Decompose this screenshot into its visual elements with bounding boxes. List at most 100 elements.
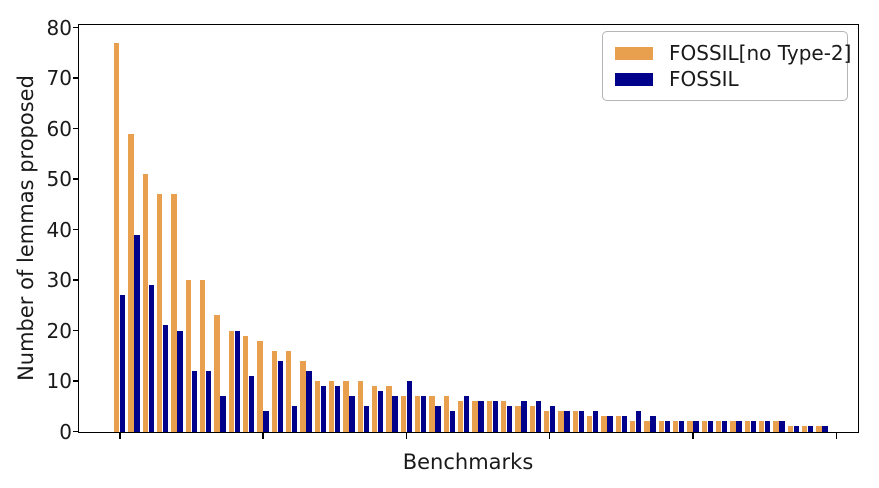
bar-fossil-no-type2-48 bbox=[801, 426, 808, 432]
bar-fossil-no-type2-45 bbox=[758, 421, 765, 432]
legend-label-0: FOSSIL[no Type-2] bbox=[669, 41, 852, 65]
bar-fossil-no-type2-37 bbox=[644, 421, 650, 432]
y-tick-mark bbox=[72, 380, 78, 382]
y-tick-label: 30 bbox=[46, 268, 72, 292]
bar-fossil-35 bbox=[621, 416, 627, 432]
bar-fossil-12 bbox=[292, 406, 298, 432]
bar-fossil-no-type2-4 bbox=[171, 194, 177, 432]
bar-fossil-0 bbox=[120, 295, 126, 432]
bar-fossil-47 bbox=[793, 426, 799, 432]
bar-fossil-4 bbox=[177, 330, 183, 432]
bar-fossil-no-type2-9 bbox=[243, 335, 249, 432]
bar-fossil-no-type2-38 bbox=[658, 421, 664, 432]
bar-fossil-no-type2-19 bbox=[386, 386, 392, 432]
bar-fossil-31 bbox=[564, 411, 570, 432]
bar-fossil-40 bbox=[693, 421, 699, 432]
bar-fossil-no-type2-43 bbox=[730, 421, 736, 432]
legend-entry-fossil-no-type2: FOSSIL[no Type-2] bbox=[615, 40, 851, 66]
bar-fossil-16 bbox=[349, 396, 355, 432]
bar-fossil-no-type2-18 bbox=[371, 386, 378, 432]
bar-fossil-no-type2-41 bbox=[701, 421, 707, 432]
bar-fossil-no-type2-2 bbox=[142, 173, 149, 432]
bar-fossil-no-type2-21 bbox=[414, 396, 421, 432]
bar-fossil-no-type2-30 bbox=[543, 411, 550, 432]
bar-fossil-5 bbox=[191, 370, 198, 432]
bar-fossil-no-type2-5 bbox=[185, 280, 192, 432]
bar-fossil-no-type2-34 bbox=[601, 416, 607, 432]
bar-fossil-no-type2-39 bbox=[672, 421, 679, 432]
bar-fossil-23 bbox=[449, 411, 456, 432]
bar-fossil-no-type2-12 bbox=[286, 350, 292, 432]
bar-fossil-6 bbox=[206, 370, 212, 432]
bar-fossil-34 bbox=[607, 416, 613, 432]
y-tick-mark bbox=[72, 228, 78, 231]
bar-fossil-no-type2-3 bbox=[157, 194, 163, 432]
y-tick-label: 80 bbox=[46, 15, 72, 40]
bar-fossil-22 bbox=[435, 406, 441, 432]
bar-fossil-24 bbox=[463, 396, 470, 432]
bar-fossil-no-type2-46 bbox=[773, 421, 779, 432]
bar-fossil-no-type2-13 bbox=[300, 360, 306, 432]
bar-fossil-no-type2-17 bbox=[357, 381, 364, 432]
y-tick-mark bbox=[72, 26, 78, 29]
bar-fossil-21 bbox=[420, 396, 427, 432]
bar-fossil-no-type2-42 bbox=[715, 421, 722, 432]
bar-fossil-no-type2-49 bbox=[816, 426, 822, 432]
bar-fossil-no-type2-40 bbox=[687, 421, 693, 432]
bar-fossil-13 bbox=[306, 370, 312, 432]
bar-fossil-36 bbox=[635, 411, 642, 432]
legend-entry-fossil: FOSSIL bbox=[615, 66, 835, 92]
bar-fossil-28 bbox=[521, 401, 527, 432]
bar-fossil-44 bbox=[750, 421, 756, 432]
bar-fossil-17 bbox=[363, 406, 370, 432]
y-tick-mark bbox=[72, 279, 78, 281]
bar-fossil-42 bbox=[721, 421, 728, 432]
bar-fossil-41 bbox=[707, 421, 713, 432]
y-tick-mark bbox=[72, 430, 78, 433]
bar-fossil-37 bbox=[650, 416, 656, 432]
y-tick-label: 20 bbox=[46, 318, 72, 343]
bar-fossil-no-type2-7 bbox=[214, 315, 220, 432]
bar-fossil-25 bbox=[478, 401, 484, 432]
y-tick-label: 60 bbox=[46, 116, 72, 141]
bar-fossil-no-type2-44 bbox=[744, 421, 750, 432]
bar-fossil-no-type2-35 bbox=[615, 416, 621, 432]
bar-fossil-no-type2-24 bbox=[457, 401, 464, 432]
bar-fossil-no-type2-22 bbox=[429, 396, 435, 432]
bar-fossil-1 bbox=[134, 234, 140, 432]
bar-fossil-11 bbox=[277, 360, 284, 432]
y-tick-label: 50 bbox=[46, 167, 72, 191]
bar-fossil-no-type2-32 bbox=[572, 411, 578, 432]
bar-fossil-no-type2-8 bbox=[228, 330, 235, 432]
x-tick-mark bbox=[405, 433, 408, 439]
bar-fossil-no-type2-47 bbox=[787, 426, 793, 432]
legend-swatch-0 bbox=[615, 46, 653, 60]
bar-fossil-no-type2-23 bbox=[443, 396, 450, 432]
bar-fossil-no-type2-16 bbox=[343, 381, 349, 432]
bar-fossil-9 bbox=[249, 375, 255, 432]
y-tick-mark bbox=[72, 329, 78, 332]
y-tick-label: 0 bbox=[59, 419, 72, 444]
x-tick-mark bbox=[119, 433, 121, 439]
y-tick-mark bbox=[72, 178, 78, 180]
bar-fossil-no-type2-15 bbox=[329, 381, 335, 432]
bar-fossil-19 bbox=[392, 396, 398, 432]
legend-swatch-1 bbox=[615, 72, 653, 86]
bar-fossil-no-type2-31 bbox=[558, 411, 564, 432]
bars-layer bbox=[80, 26, 858, 432]
bar-fossil-46 bbox=[779, 421, 785, 432]
bar-fossil-2 bbox=[148, 285, 155, 432]
bar-fossil-27 bbox=[506, 406, 513, 432]
bar-fossil-30 bbox=[549, 406, 556, 432]
y-tick-mark bbox=[72, 127, 78, 130]
bar-fossil-no-type2-14 bbox=[314, 381, 321, 432]
y-tick-label: 40 bbox=[46, 217, 72, 242]
bar-fossil-no-type2-1 bbox=[128, 133, 134, 432]
y-tick-mark bbox=[72, 77, 78, 79]
bar-fossil-no-type2-28 bbox=[515, 406, 521, 432]
bar-fossil-39 bbox=[678, 421, 685, 432]
bar-fossil-43 bbox=[736, 421, 742, 432]
bar-fossil-no-type2-20 bbox=[400, 396, 407, 432]
bar-fossil-38 bbox=[664, 421, 670, 432]
bar-fossil-no-type2-26 bbox=[486, 401, 493, 432]
